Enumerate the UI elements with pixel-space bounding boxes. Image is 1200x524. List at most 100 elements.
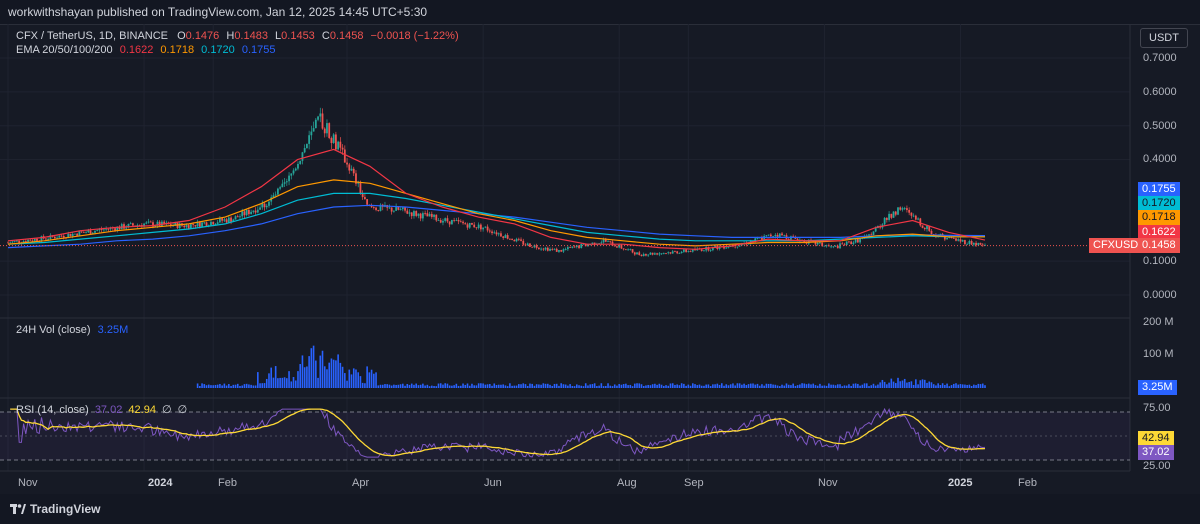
candle-body (178, 223, 181, 229)
time-label-aug: Aug (617, 477, 637, 489)
volume-bar (705, 384, 707, 388)
volume-bar (471, 383, 473, 388)
candle-body (430, 213, 433, 217)
volume-bar (950, 385, 953, 388)
candle-body (495, 232, 498, 235)
volume-bar (848, 384, 850, 388)
candle-body (406, 210, 409, 214)
volume-bar (691, 383, 694, 388)
volume-bar (348, 369, 351, 388)
candle-body (903, 208, 906, 209)
volume-bar (754, 384, 757, 388)
volume-bar (946, 383, 948, 388)
volume-bar (683, 383, 685, 388)
publisher-bar: workwithshayan published on TradingView.… (0, 0, 1200, 24)
candle-body (419, 213, 422, 219)
candle-body (174, 222, 177, 226)
candle-body (361, 194, 364, 198)
candle-body (372, 207, 375, 208)
volume-bar (774, 384, 777, 388)
candle-body (627, 249, 630, 251)
volume-bar (531, 383, 533, 388)
candle-body (977, 242, 980, 246)
volume-bar (558, 385, 560, 388)
volume-bar (522, 383, 525, 388)
volume-bar (328, 362, 331, 388)
candle-body (283, 182, 286, 184)
candle-body (562, 249, 565, 252)
time-label-2025: 2025 (948, 477, 973, 489)
candle-body (823, 245, 826, 247)
candle-body (281, 183, 284, 188)
volume-bar (604, 385, 607, 388)
candle-body (848, 241, 850, 243)
volume-bar (979, 384, 982, 388)
candle-body (236, 216, 239, 218)
candle-body (22, 241, 25, 243)
candle-body (981, 244, 984, 246)
candle-body (319, 113, 322, 117)
candle-body (761, 237, 763, 240)
candle-body (89, 230, 92, 234)
chart-panel[interactable] (0, 24, 1200, 496)
candle-body (852, 242, 855, 245)
currency-button[interactable]: USDT (1140, 28, 1188, 48)
volume-bar (230, 385, 232, 388)
volume-bar (444, 383, 446, 388)
chart-canvas[interactable] (0, 0, 1200, 494)
candle-body (970, 241, 973, 245)
candle-body (292, 170, 295, 174)
volume-bar (580, 385, 583, 388)
volume-bar (455, 383, 458, 388)
candle-body (508, 238, 511, 240)
ema20-value: 0.1622 (119, 44, 154, 56)
volume-bar (495, 384, 498, 388)
volume-bar (306, 366, 308, 388)
volume-bar (645, 385, 647, 388)
candle-body (339, 141, 342, 148)
candle-body (223, 219, 226, 221)
volume-bar (207, 384, 210, 388)
volume-bar (308, 356, 310, 388)
volume-bar (462, 383, 464, 388)
candle-body (348, 164, 351, 171)
volume-bar (622, 384, 625, 388)
volume-bar (816, 385, 819, 388)
candle-body (850, 241, 853, 245)
candle-body (216, 222, 219, 224)
candle-body (908, 209, 911, 213)
volume-bar (874, 385, 877, 388)
candle-body (261, 203, 264, 208)
candle-body (723, 246, 725, 249)
volume-bar (781, 384, 783, 388)
volume-bar (283, 377, 286, 388)
price-tick-010: 0.1000 (1143, 255, 1177, 267)
candle-body (214, 223, 217, 225)
volume-bar (272, 377, 275, 388)
candle-body (845, 241, 848, 246)
candle-body (647, 254, 650, 256)
candle-body (337, 141, 340, 150)
candle-body (464, 223, 467, 225)
volume-bar (727, 385, 730, 388)
candle-body (553, 248, 556, 250)
candle-body (410, 212, 413, 217)
volume-bar (977, 383, 980, 388)
candle-body (352, 168, 355, 174)
volume-bar (923, 379, 926, 388)
volume-bar (319, 355, 322, 388)
candle-body (29, 239, 32, 241)
rsi-empty-1: ∅ (162, 404, 172, 416)
candle-body (778, 233, 781, 237)
volume-bar (919, 380, 922, 388)
volume-bar (286, 378, 288, 388)
volume-bar (716, 383, 719, 388)
candle-body (379, 204, 382, 211)
volume-bar (482, 383, 484, 388)
volume-bar (368, 372, 371, 388)
candle-body (602, 239, 605, 243)
candle-body (700, 249, 703, 251)
volume-bar (807, 383, 810, 388)
candle-body (682, 249, 685, 252)
candle-body (243, 211, 246, 216)
